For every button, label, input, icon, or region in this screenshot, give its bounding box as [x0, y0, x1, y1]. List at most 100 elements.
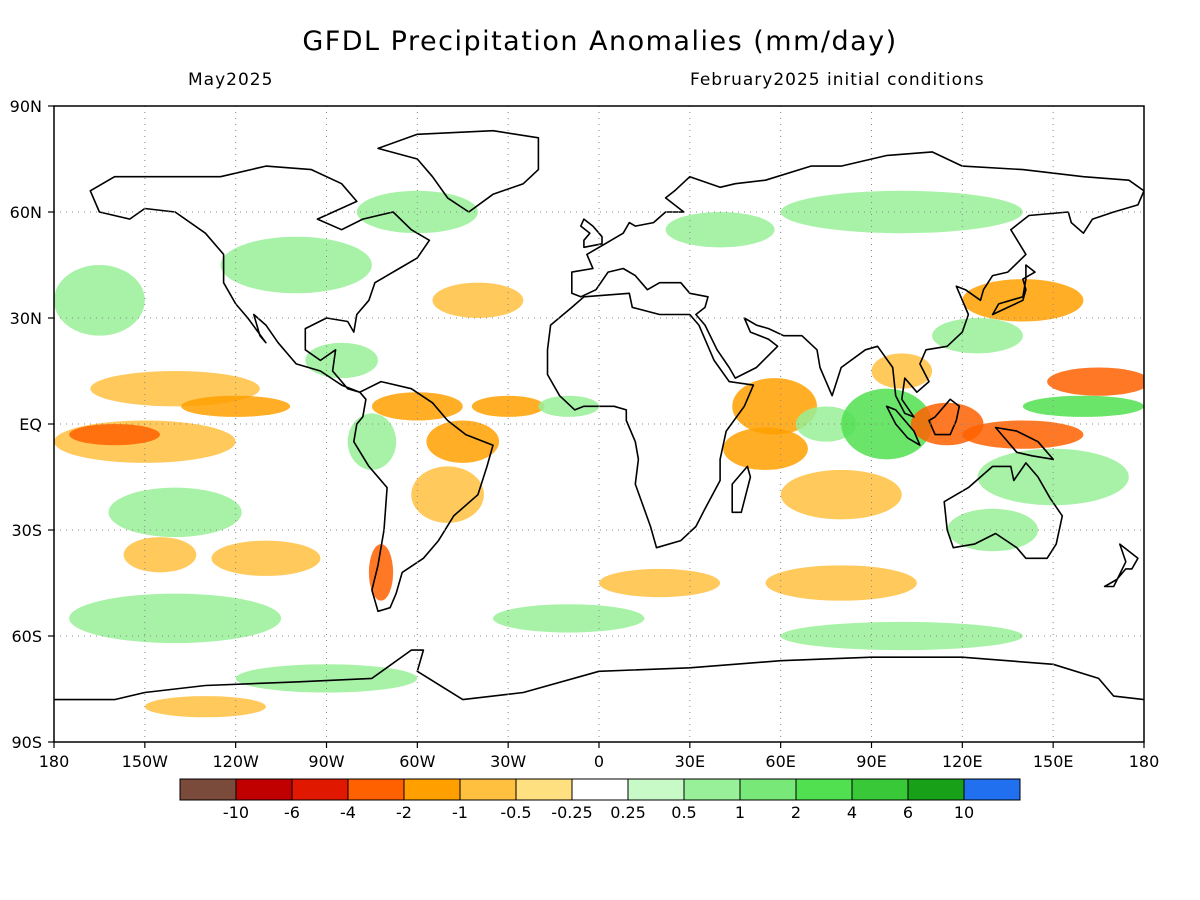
coastlines: [54, 129, 1144, 701]
colorbar-label: -4: [340, 803, 356, 822]
y-tick-label: 30S: [11, 521, 42, 540]
anomaly-region: [54, 265, 145, 336]
colorbar-label: 6: [903, 803, 913, 822]
x-tick-label: 60E: [765, 752, 795, 771]
coastline-new-guinea: [994, 426, 1054, 461]
x-tick-label: 60W: [399, 752, 435, 771]
anomaly-region: [69, 593, 282, 644]
coastline-uk: [579, 218, 603, 249]
anomaly-region: [144, 696, 266, 718]
x-tick-label: 120W: [212, 752, 259, 771]
colorbar-swatch: [907, 778, 965, 801]
colorbar-swatch: [291, 778, 349, 801]
coastline-greenland: [377, 129, 540, 213]
chart-title: GFDL Precipitation Anomalies (mm/day): [302, 26, 898, 57]
colorbar-label: 1: [735, 803, 745, 822]
colorbar-swatch: [571, 778, 629, 801]
anomaly-region: [780, 469, 902, 520]
x-tick-label: 90W: [308, 752, 344, 771]
anomaly-region: [305, 342, 378, 379]
colorbar-swatch: [515, 778, 573, 801]
x-tick-label: 180: [1129, 752, 1160, 771]
colorbar-swatch: [963, 778, 1021, 801]
y-tick-label: EQ: [19, 415, 42, 434]
colorbar: -10 -6 -4 -2 -1 -0.5 -0.25 0.25 0.5 1 2 4 6 10: [179, 778, 1021, 822]
latitude-ticks: 90N 60N 30N EQ 30S 60S 90S: [10, 97, 54, 752]
anomaly-region: [723, 427, 808, 470]
x-tick-label: 30E: [675, 752, 705, 771]
y-tick-label: 90S: [11, 733, 42, 752]
colorbar-label: 0.25: [610, 803, 646, 822]
longitude-ticks: 180 150W 120W 90W 60W 30W 0 30E 60E 90E 120E 150E 18…: [39, 742, 1160, 771]
colorbar-swatch: [347, 778, 405, 801]
anomaly-region: [665, 212, 775, 248]
anomaly-region: [347, 413, 397, 470]
coastline-africa: [546, 292, 755, 549]
colorbar-label: -1: [452, 803, 468, 822]
y-tick-label: 60N: [10, 203, 42, 222]
coastline-sumatra: [885, 405, 921, 447]
x-tick-label: 150E: [1033, 752, 1074, 771]
anomaly-region: [538, 395, 599, 417]
colorbar-swatch: [683, 778, 741, 801]
x-tick-label: 180: [39, 752, 70, 771]
anomaly-region: [123, 537, 197, 573]
coastline-south-america: [352, 380, 494, 613]
anomaly-region: [947, 508, 1039, 552]
anomaly-region: [211, 540, 321, 576]
initial-conditions-label: February2025 initial conditions: [690, 70, 985, 90]
colorbar-label: 10: [954, 803, 974, 822]
anomaly-region: [356, 190, 478, 234]
coastline-borneo: [928, 398, 961, 436]
colorbar-swatch: [739, 778, 797, 801]
coastline-madagascar: [731, 465, 752, 514]
x-tick-label: 150W: [122, 752, 169, 771]
anomaly-region: [411, 466, 484, 523]
anomaly-region: [795, 406, 857, 442]
colorbar-swatch: [795, 778, 853, 801]
colorbar-label: 0.5: [671, 803, 696, 822]
anomaly-region: [426, 420, 500, 463]
colorbar-swatch: [459, 778, 517, 801]
anomaly-region: [368, 544, 394, 601]
x-tick-label: 30W: [490, 752, 526, 771]
anomaly-region: [977, 448, 1129, 506]
y-tick-label: 30N: [10, 309, 42, 328]
anomaly-region: [220, 236, 372, 294]
colorbar-swatch: [403, 778, 461, 801]
colorbar-swatch: [851, 778, 909, 801]
anomaly-region: [1022, 395, 1144, 417]
anomaly-region: [841, 388, 933, 460]
x-tick-label: 120E: [942, 752, 983, 771]
x-tick-label: 90E: [856, 752, 886, 771]
colorbar-label: -0.5: [500, 803, 531, 822]
colorbar-label: -6: [284, 803, 300, 822]
coastline-eurasia: [570, 151, 1144, 418]
y-tick-label: 90N: [10, 97, 42, 116]
colorbar-swatch: [627, 778, 685, 801]
coastline-new-zealand: [1103, 543, 1139, 588]
anomaly-region: [235, 664, 418, 693]
y-tick-label: 60S: [11, 627, 42, 646]
coastline-japan: [991, 264, 1036, 316]
x-tick-label: 0: [594, 752, 604, 771]
anomaly-region: [493, 604, 645, 633]
colorbar-label: -10: [223, 803, 249, 822]
anomaly-region: [599, 568, 721, 598]
anomaly-region: [932, 318, 1023, 354]
colorbar-label: 4: [847, 803, 857, 822]
anomaly-region: [108, 487, 242, 538]
colorbar-label: -2: [396, 803, 412, 822]
coastline-north-america: [89, 165, 431, 394]
anomaly-region: [732, 378, 817, 435]
anomaly-field: [54, 190, 1144, 718]
coastline-antarctica: [54, 649, 1144, 701]
anomaly-region: [780, 190, 1023, 234]
forecast-month-label: May2025: [188, 70, 274, 90]
colorbar-swatch: [235, 778, 293, 801]
anomaly-region: [871, 353, 933, 389]
colorbar-swatch: [179, 778, 237, 801]
colorbar-label: 2: [791, 803, 801, 822]
coastline-australia: [943, 462, 1064, 560]
